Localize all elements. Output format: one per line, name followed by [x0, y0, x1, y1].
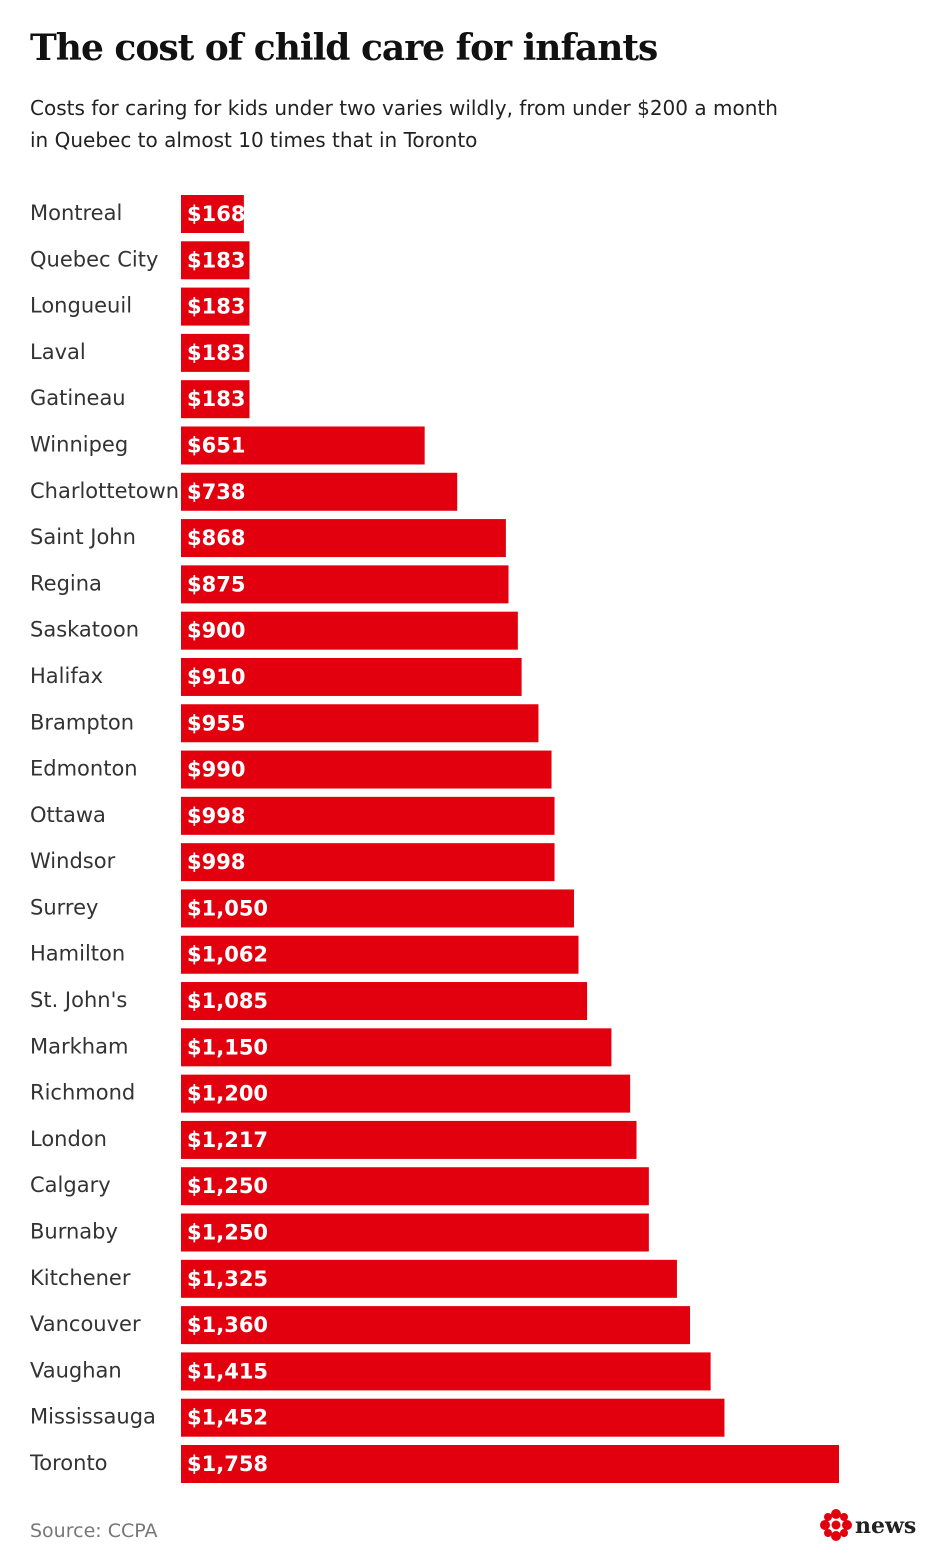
- bar: [181, 1259, 677, 1298]
- category-label: Hamilton: [30, 942, 125, 966]
- value-label: $1,062: [187, 943, 268, 967]
- category-label: Kitchener: [30, 1266, 131, 1290]
- value-label: $1,150: [187, 1035, 268, 1059]
- value-label: $738: [187, 480, 245, 504]
- bar: [181, 843, 555, 882]
- bar: [181, 889, 575, 928]
- value-label: $1,452: [187, 1406, 268, 1430]
- category-label: Regina: [30, 571, 102, 595]
- category-label: Burnaby: [30, 1220, 118, 1244]
- value-label: $1,050: [187, 896, 268, 920]
- category-label: Windsor: [30, 849, 116, 873]
- category-label: Surrey: [30, 895, 98, 919]
- value-label: $900: [187, 619, 245, 643]
- category-label: Brampton: [30, 710, 134, 734]
- category-label: Markham: [30, 1034, 128, 1058]
- value-label: $1,250: [187, 1174, 268, 1198]
- category-label: Ottawa: [30, 803, 106, 827]
- value-label: $1,085: [187, 989, 268, 1013]
- value-label: $183: [187, 387, 245, 411]
- chart-subtitle: in Quebec to almost 10 times that in Tor…: [30, 128, 477, 152]
- value-label: $875: [187, 572, 245, 596]
- category-label: Longueuil: [30, 294, 132, 318]
- value-label: $910: [187, 665, 245, 689]
- bar: [181, 1028, 612, 1067]
- bar: [181, 935, 579, 974]
- value-label: $183: [187, 295, 245, 319]
- value-label: $651: [187, 433, 245, 457]
- value-label: $1,325: [187, 1267, 268, 1291]
- value-label: $998: [187, 804, 245, 828]
- category-label: Saint John: [30, 525, 136, 549]
- category-label: Calgary: [30, 1173, 111, 1197]
- category-label: St. John's: [30, 988, 127, 1012]
- category-label: Saskatoon: [30, 618, 139, 642]
- value-label: $1,415: [187, 1359, 268, 1383]
- bar: [181, 1213, 649, 1252]
- value-label: $990: [187, 758, 245, 782]
- category-label: Vancouver: [30, 1312, 141, 1336]
- category-label: Edmonton: [30, 757, 138, 781]
- chart-title: The cost of child care for infants: [30, 27, 657, 69]
- bar: [181, 1398, 725, 1437]
- bar: [181, 472, 458, 511]
- value-label: $1,250: [187, 1221, 268, 1245]
- bar: [181, 1306, 691, 1345]
- value-label: $955: [187, 711, 245, 735]
- value-label: $1,217: [187, 1128, 268, 1152]
- value-label: $868: [187, 526, 245, 550]
- value-label: $998: [187, 850, 245, 874]
- logo-text: news: [855, 1513, 916, 1539]
- bar: [181, 982, 588, 1021]
- value-label: $183: [187, 341, 245, 365]
- category-label: Montreal: [30, 201, 122, 225]
- bar: [181, 287, 250, 326]
- bar: [181, 1074, 631, 1113]
- bar: [181, 1352, 711, 1391]
- category-label: Quebec City: [30, 247, 158, 271]
- category-label: Laval: [30, 340, 86, 364]
- bar: [181, 750, 552, 789]
- bar: [181, 426, 425, 465]
- bar: [181, 241, 250, 280]
- category-label: Vaughan: [30, 1358, 122, 1382]
- category-label: Richmond: [30, 1081, 135, 1105]
- value-label: $1,758: [187, 1452, 268, 1476]
- bar: [181, 195, 244, 233]
- bar: [181, 611, 518, 650]
- value-label: $1,200: [187, 1082, 268, 1106]
- bar: [181, 796, 555, 835]
- value-label: $1,360: [187, 1313, 268, 1337]
- value-label: $183: [187, 248, 245, 272]
- logo-gem: [820, 1509, 852, 1541]
- bar: [181, 657, 522, 696]
- bar: [181, 1445, 839, 1483]
- bar: [181, 1120, 637, 1159]
- category-label: Halifax: [30, 664, 103, 688]
- category-label: Charlottetown: [30, 479, 179, 503]
- bar: [181, 333, 250, 372]
- category-label: Mississauga: [30, 1405, 156, 1429]
- bar: [181, 704, 539, 743]
- bar: [181, 519, 506, 558]
- value-label: $168: [187, 202, 245, 226]
- category-label: London: [30, 1127, 107, 1151]
- category-label: Gatineau: [30, 386, 126, 410]
- bar: [181, 1167, 649, 1206]
- category-label: Toronto: [29, 1451, 108, 1475]
- bar: [181, 380, 250, 419]
- bar: [181, 565, 509, 604]
- source-note: Source: CCPA: [30, 1520, 157, 1542]
- chart-subtitle: Costs for caring for kids under two vari…: [30, 96, 778, 120]
- category-label: Winnipeg: [30, 432, 128, 456]
